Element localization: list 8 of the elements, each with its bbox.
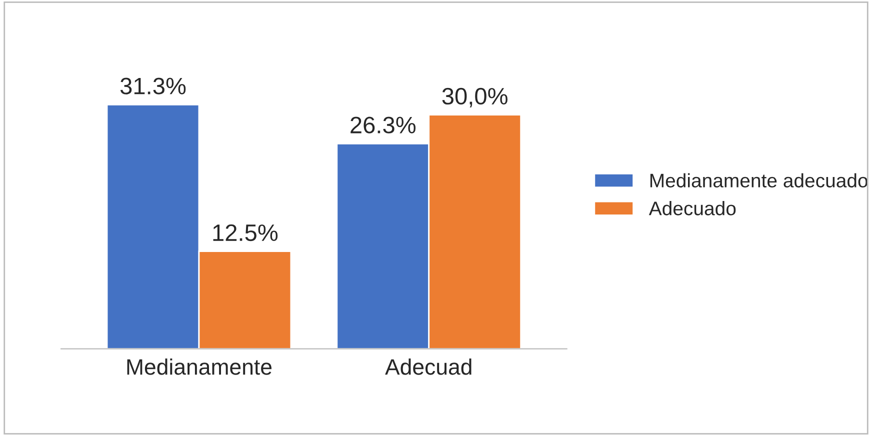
data-label: 30,0% [442,88,508,108]
legend-label: Adecuado [648,201,736,216]
data-label: 26.3% [350,116,416,134]
x-tick-label: Adecuad [385,358,472,375]
legend-label: Medianamente adecuado [650,173,868,188]
x-tick-label: Medianamente [127,358,272,375]
data-label: 12.5% [213,224,278,242]
data-label: 31.3% [120,78,186,94]
